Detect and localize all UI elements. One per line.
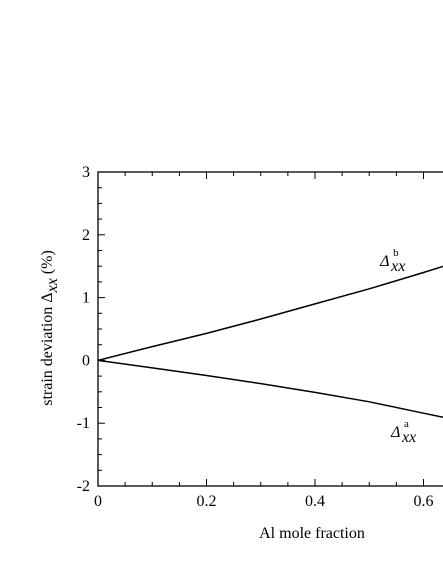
y-tick-label: 0 <box>82 352 90 369</box>
curve-label-symbol: Δ <box>390 424 400 441</box>
x-tick-label: 0.2 <box>197 493 217 510</box>
curve-label-superscript: a <box>404 418 409 430</box>
y-tick-label: -1 <box>77 415 90 432</box>
y-axis-title: strain deviation Δxx (%) <box>39 250 61 406</box>
curve-label-subscript: xx <box>401 429 416 446</box>
x-tick-label: 0.4 <box>305 493 325 510</box>
y-axis-title-sub: xx <box>44 278 61 293</box>
curve-label-superscript: b <box>393 247 399 259</box>
x-axis: 00.20.40.60.8 <box>94 172 434 510</box>
curve-label-subscript: xx <box>390 258 405 275</box>
y-axis-title-prefix: strain deviation Δ <box>39 292 56 405</box>
curve-label-symbol: Δ <box>379 253 389 270</box>
y-axis-title-suffix: (%) <box>39 250 56 278</box>
series-line-2 <box>97 359 443 419</box>
x-tick-label: 0.6 <box>414 493 434 510</box>
series-line-1 <box>97 265 443 362</box>
y-tick-label: 1 <box>82 290 90 307</box>
y-tick-label: -2 <box>77 478 90 495</box>
y-axis: -2 -1 0 1 2 3 <box>77 164 105 495</box>
y-tick-label: 2 <box>82 227 90 244</box>
series-layer <box>97 265 443 419</box>
y-tick-label: 3 <box>82 164 90 181</box>
x-tick-label: 0 <box>94 493 102 510</box>
x-axis-title: Al mole fraction <box>259 525 365 542</box>
